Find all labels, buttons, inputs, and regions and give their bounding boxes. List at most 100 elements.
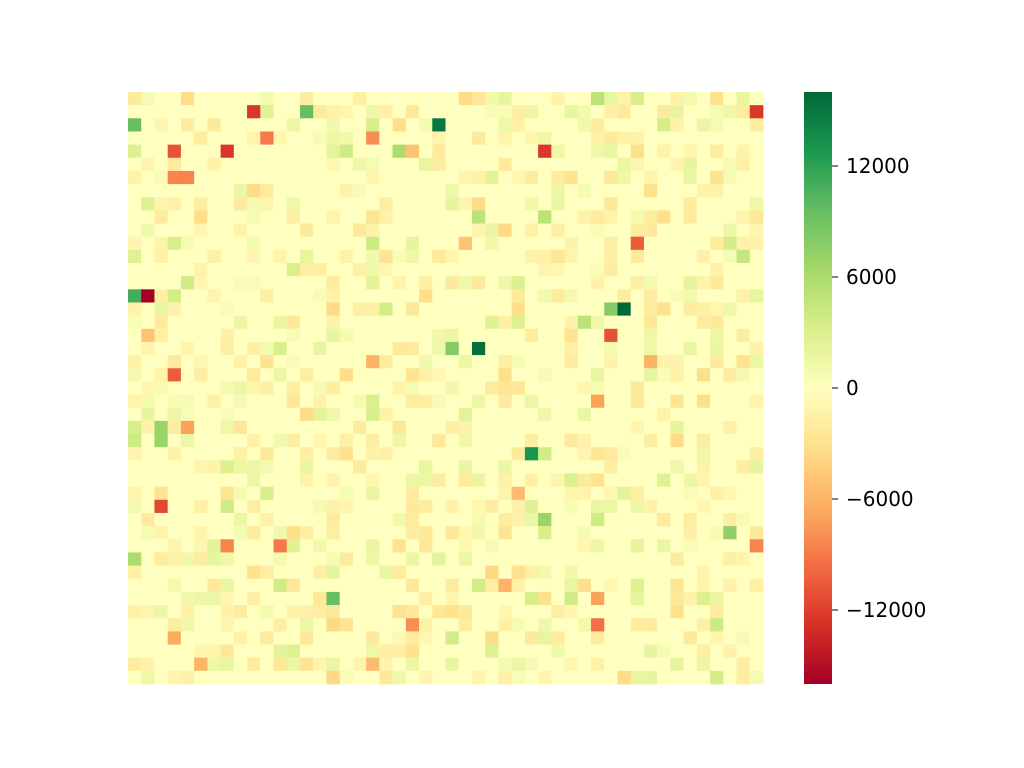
heatmap-cell [485,131,499,146]
heatmap-cell [299,578,314,593]
heatmap-cell [696,197,711,211]
heatmap-cell [551,368,565,382]
heatmap-cell [286,328,301,343]
heatmap-cell [683,565,698,580]
heatmap-cell [247,118,261,132]
heatmap-cell [643,92,658,106]
heatmap-cell [247,486,261,501]
heatmap-cell [154,263,169,277]
heatmap-cell [471,657,486,672]
heatmap-cell [498,644,513,659]
heatmap-cell [736,420,751,435]
heatmap-cell [683,526,698,540]
heatmap-cell [392,341,407,356]
heatmap-cell [405,657,420,672]
heatmap-cell [445,144,460,159]
heatmap-cell [313,131,327,146]
heatmap-cell [432,631,446,645]
heatmap-cell [591,170,605,185]
heatmap-cell [577,512,592,527]
heatmap-cell [643,249,658,264]
heatmap-cell [154,157,169,172]
heatmap-cell [432,92,446,106]
heatmap-cell [141,434,155,448]
heatmap-cell [233,170,248,185]
heatmap-cell [220,302,235,317]
heatmap-cell [749,473,764,488]
heatmap-cell [392,236,407,251]
heatmap-cell [339,355,354,369]
heatmap-cell [577,210,592,224]
heatmap-cell [551,447,565,461]
heatmap-cell [180,644,195,659]
heatmap-cell [379,420,393,435]
heatmap-cell [657,276,671,290]
heatmap-cell [683,210,698,224]
heatmap-cell [326,302,341,317]
heatmap-cell [458,302,473,317]
heatmap-cell [379,368,393,382]
heatmap-cell [180,249,195,264]
heatmap-cell [683,263,698,277]
heatmap-cell [352,249,367,264]
heatmap-cell [511,236,526,251]
heatmap-cell [167,578,182,593]
heatmap-cell [604,131,618,146]
heatmap-cell [445,499,460,514]
heatmap-cell [551,170,565,185]
heatmap-cell [366,526,380,540]
heatmap-cell [538,355,552,369]
heatmap-cell [207,328,222,343]
heatmap-cell [749,223,764,238]
heatmap-cell [511,631,526,645]
heatmap-cell [167,460,182,474]
heatmap-cell [723,644,737,659]
heatmap-cell [405,276,420,290]
heatmap-cell [392,315,407,330]
heatmap-cell [749,552,764,566]
heatmap-cell [419,118,433,132]
heatmap-cell [471,276,486,290]
heatmap-cell [696,302,711,317]
heatmap-cell [392,170,407,185]
heatmap-cell [630,552,645,566]
heatmap-cell [260,657,274,672]
heatmap-cell [551,315,565,330]
heatmap-cell [233,434,248,448]
heatmap-cell [471,210,486,224]
heatmap-cell [471,618,486,632]
heatmap-cell [643,276,658,290]
heatmap-cell [167,670,182,685]
heatmap-cell [154,394,169,409]
heatmap-cell [128,144,142,159]
heatmap-cell [233,473,248,488]
heatmap-cell [657,197,671,211]
heatmap-cell [657,434,671,448]
heatmap-cell [643,197,658,211]
heatmap-cell [273,341,288,356]
heatmap-cell [736,486,751,501]
heatmap-cell [551,552,565,566]
heatmap-cell [458,460,473,474]
heatmap-cell [207,578,222,593]
heatmap-cell [339,315,354,330]
heatmap-cell [591,565,605,580]
heatmap-cell [194,473,208,488]
heatmap-cell [591,473,605,488]
heatmap-cell [723,381,737,395]
heatmap-cell [180,92,195,106]
heatmap-cell [273,618,288,632]
heatmap-cell [670,670,685,685]
heatmap-cell [471,157,486,172]
heatmap-cell [352,223,367,238]
heatmap-cell [591,605,605,619]
heatmap-cell [128,92,142,106]
heatmap-cell [260,631,274,645]
heatmap-cell [220,315,235,330]
heatmap-cell [524,578,539,593]
heatmap-cell [670,289,685,303]
heatmap-cell [630,276,645,290]
heatmap-cell [657,341,671,356]
heatmap-cell [392,460,407,474]
heatmap-cell [352,368,367,382]
